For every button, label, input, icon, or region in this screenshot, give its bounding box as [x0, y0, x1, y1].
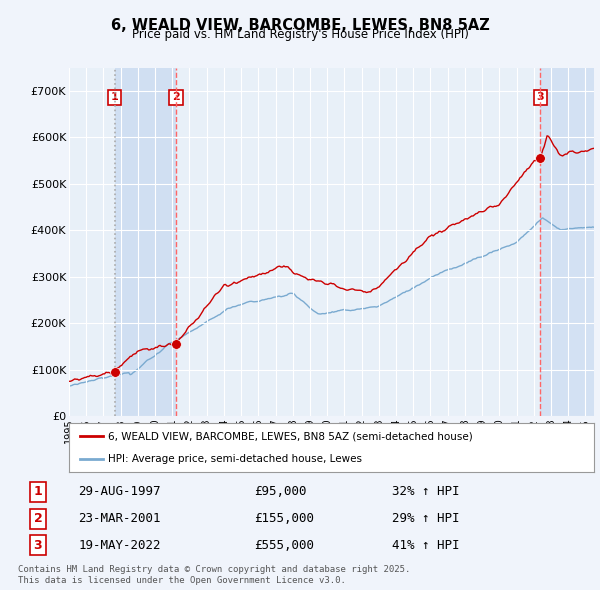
Text: 2: 2	[34, 512, 42, 525]
Bar	[115, 68, 176, 416]
Text: 3: 3	[34, 539, 42, 552]
Bar	[540, 68, 594, 416]
Bar	[69, 68, 115, 416]
Text: 32% ↑ HPI: 32% ↑ HPI	[392, 486, 460, 499]
Bar	[176, 68, 540, 416]
Text: 1: 1	[34, 486, 42, 499]
Text: Contains HM Land Registry data © Crown copyright and database right 2025.
This d: Contains HM Land Registry data © Crown c…	[18, 565, 410, 585]
Text: 2: 2	[172, 93, 180, 103]
Text: 23-MAR-2001: 23-MAR-2001	[78, 512, 161, 525]
Text: HPI: Average price, semi-detached house, Lewes: HPI: Average price, semi-detached house,…	[109, 454, 362, 464]
Text: 6, WEALD VIEW, BARCOMBE, LEWES, BN8 5AZ: 6, WEALD VIEW, BARCOMBE, LEWES, BN8 5AZ	[110, 18, 490, 32]
Text: 29% ↑ HPI: 29% ↑ HPI	[392, 512, 460, 525]
Text: 3: 3	[536, 93, 544, 103]
Text: Price paid vs. HM Land Registry's House Price Index (HPI): Price paid vs. HM Land Registry's House …	[131, 28, 469, 41]
Text: £555,000: £555,000	[254, 539, 314, 552]
Text: 29-AUG-1997: 29-AUG-1997	[78, 486, 161, 499]
Text: 41% ↑ HPI: 41% ↑ HPI	[392, 539, 460, 552]
Text: £95,000: £95,000	[254, 486, 307, 499]
Text: 6, WEALD VIEW, BARCOMBE, LEWES, BN8 5AZ (semi-detached house): 6, WEALD VIEW, BARCOMBE, LEWES, BN8 5AZ …	[109, 431, 473, 441]
Text: £155,000: £155,000	[254, 512, 314, 525]
Text: 1: 1	[111, 93, 119, 103]
Text: 19-MAY-2022: 19-MAY-2022	[78, 539, 161, 552]
